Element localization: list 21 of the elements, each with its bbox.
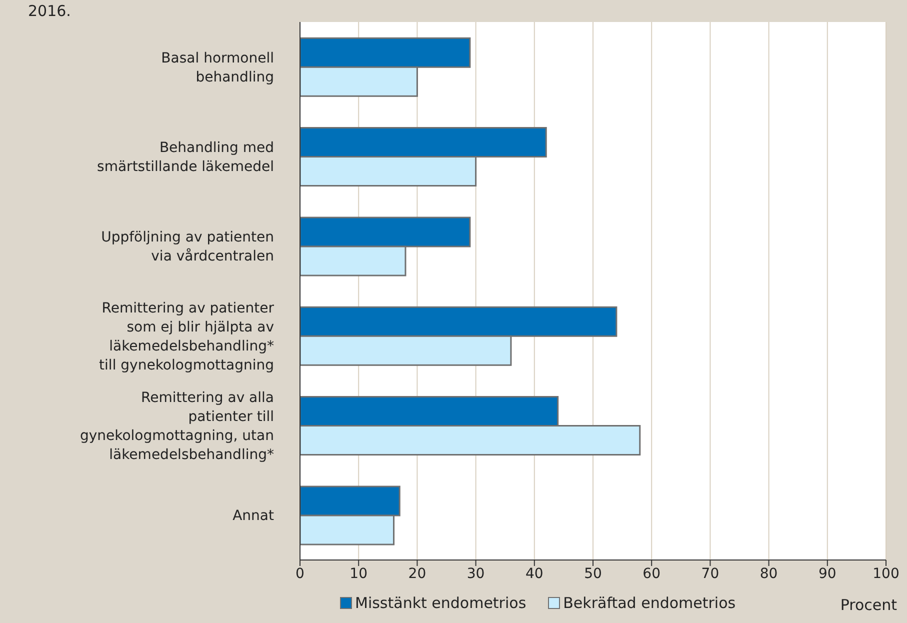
x-tick-label: 80 — [760, 566, 778, 582]
x-axis-title: Procent — [840, 596, 897, 614]
x-tick-label: 70 — [701, 566, 720, 582]
x-tick-label: 100 — [872, 566, 900, 582]
y-tick-label: Behandling med smärtstillande läkemedel — [97, 140, 274, 175]
x-tick-label: 20 — [408, 566, 426, 582]
legend-label: Misstänkt endometrios — [354, 594, 526, 612]
x-tick-label: 0 — [296, 566, 304, 582]
y-tick-label: Basal hormonell behandling — [161, 50, 274, 86]
x-tick-label: 60 — [642, 566, 661, 582]
x-tick-label: 90 — [818, 566, 836, 582]
legend-label: Bekräftad endometrios — [562, 594, 736, 612]
y-tick-label: Remittering av patienter som ej blir hjälpta av läkemedelsbehandling* till gynekologmottagning — [99, 300, 274, 374]
text: 2016. — [28, 2, 71, 20]
y-tick-label: Uppföljning av patienten via vårdcentralen — [101, 230, 274, 265]
x-tick-label: 10 — [350, 566, 368, 582]
y-tick-label: Remittering av alla patienter till gynekologmottagning, utan läkemedelsbehandling* — [80, 390, 274, 463]
x-tick-label: 30 — [466, 566, 485, 582]
y-tick-label: Annat — [232, 508, 274, 524]
x-tick-label: 40 — [525, 566, 544, 582]
x-tick-label: 50 — [584, 566, 602, 582]
